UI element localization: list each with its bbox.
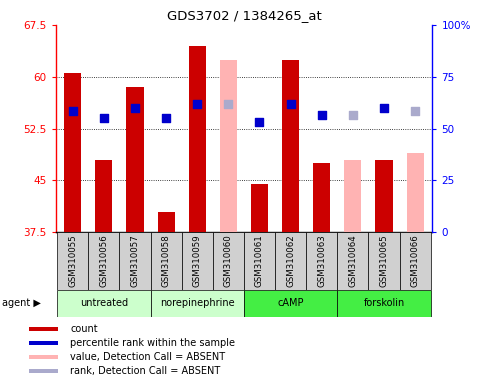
Point — [162, 115, 170, 121]
Bar — [213, 232, 244, 290]
Bar — [29, 327, 58, 331]
Text: cAMP: cAMP — [277, 298, 304, 308]
Bar — [182, 232, 213, 290]
Text: agent ▶: agent ▶ — [2, 298, 41, 308]
Point — [131, 105, 139, 111]
Point — [287, 101, 295, 108]
Bar — [29, 369, 58, 373]
Bar — [244, 290, 337, 317]
Text: forskolin: forskolin — [363, 298, 405, 308]
Text: GSM310063: GSM310063 — [317, 234, 326, 287]
Bar — [282, 60, 299, 232]
Bar — [306, 232, 337, 290]
Bar — [119, 232, 151, 290]
Point — [349, 112, 357, 118]
Bar — [29, 341, 58, 345]
Bar — [127, 87, 143, 232]
Point — [380, 105, 388, 111]
Bar — [29, 355, 58, 359]
Text: GSM310064: GSM310064 — [348, 234, 357, 287]
Bar — [189, 46, 206, 232]
Bar — [95, 160, 113, 232]
Bar — [244, 232, 275, 290]
Text: GSM310060: GSM310060 — [224, 234, 233, 287]
Text: count: count — [70, 324, 98, 334]
Bar — [275, 232, 306, 290]
Point — [225, 101, 232, 108]
Bar — [251, 184, 268, 232]
Point — [100, 115, 108, 121]
Bar — [151, 290, 244, 317]
Bar — [337, 232, 369, 290]
Bar — [64, 73, 81, 232]
Bar — [57, 290, 151, 317]
Bar — [151, 232, 182, 290]
Point — [256, 119, 263, 125]
Text: percentile rank within the sample: percentile rank within the sample — [70, 338, 235, 348]
Bar — [57, 232, 88, 290]
Text: untreated: untreated — [80, 298, 128, 308]
Text: norepinephrine: norepinephrine — [160, 298, 235, 308]
Text: GSM310061: GSM310061 — [255, 234, 264, 287]
Bar — [399, 232, 431, 290]
Bar — [220, 60, 237, 232]
Text: value, Detection Call = ABSENT: value, Detection Call = ABSENT — [70, 352, 225, 362]
Bar — [407, 153, 424, 232]
Text: rank, Detection Call = ABSENT: rank, Detection Call = ABSENT — [70, 366, 220, 376]
Text: GSM310057: GSM310057 — [130, 234, 140, 287]
Bar — [375, 160, 393, 232]
Point — [193, 101, 201, 108]
Bar — [313, 163, 330, 232]
Point — [318, 112, 326, 118]
Point — [412, 108, 419, 114]
Text: GSM310056: GSM310056 — [99, 234, 108, 287]
Bar — [337, 290, 431, 317]
Title: GDS3702 / 1384265_at: GDS3702 / 1384265_at — [167, 9, 321, 22]
Bar — [157, 212, 175, 232]
Text: GSM310066: GSM310066 — [411, 234, 420, 287]
Bar — [344, 160, 361, 232]
Bar — [369, 232, 399, 290]
Text: GSM310065: GSM310065 — [380, 234, 388, 287]
Bar — [88, 232, 119, 290]
Point — [69, 108, 76, 114]
Text: GSM310059: GSM310059 — [193, 234, 202, 287]
Text: GSM310058: GSM310058 — [162, 234, 170, 287]
Text: GSM310062: GSM310062 — [286, 234, 295, 287]
Text: GSM310055: GSM310055 — [68, 234, 77, 287]
